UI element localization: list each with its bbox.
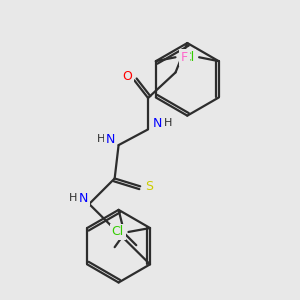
- Text: O: O: [122, 70, 132, 83]
- Text: H: H: [69, 193, 78, 203]
- Text: H: H: [164, 118, 172, 128]
- Text: H: H: [97, 134, 105, 144]
- Text: F: F: [181, 51, 188, 64]
- Text: Cl: Cl: [112, 226, 124, 238]
- Text: N: N: [106, 133, 116, 146]
- Text: Cl: Cl: [182, 51, 194, 64]
- Text: N: N: [79, 192, 88, 205]
- Text: N: N: [153, 117, 163, 130]
- Text: S: S: [145, 180, 153, 193]
